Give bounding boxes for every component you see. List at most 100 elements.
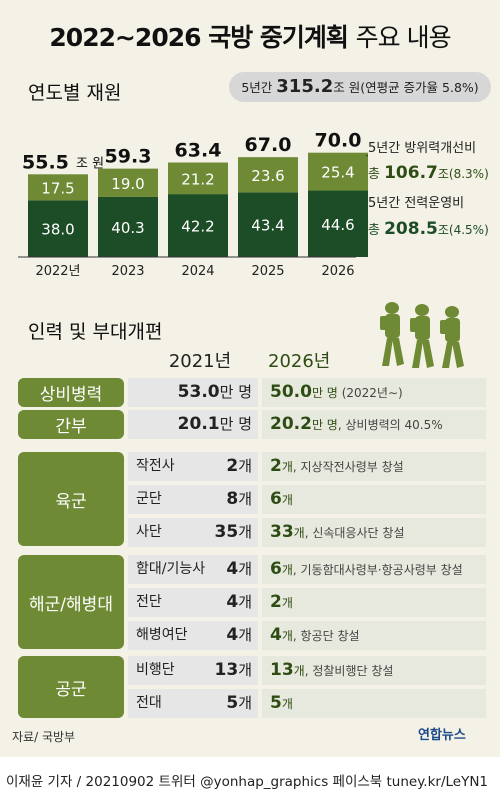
column-head-2026: 2026년 [268,351,331,372]
section-funding-heading: 연도별 재원 [28,82,122,104]
total-unit-label: 조 원 [76,156,104,171]
army-item-2-2021: 군단 8개 [128,485,258,514]
air-item-2-2021-value: 5 [226,693,239,713]
navy-item-2-2026: 2개 [262,588,486,617]
x-tick-4: 2026 [321,264,354,279]
air-item-1-2026-value: 13 [270,660,294,680]
army-item-3-2021-value: 35 [214,522,239,542]
label-operations-4: 44.6 [321,216,354,234]
annotation-improvement-prefix: 총 [368,167,384,182]
officers-2026: 20.2만 명, 상비병력의 40.5% [262,410,486,439]
footer-bar: 이재윤 기자 / 20210902 트위터 @yonhap_graphics 페… [0,757,500,803]
air-item-2-2026-value: 5 [270,693,282,713]
bar-operations-0 [28,200,88,257]
annotation-operations-prefix: 총 [368,223,384,238]
category-officers: 간부 [18,410,124,439]
page-title: 2022∼2026 국방 중기계획 주요 내용 [0,18,500,54]
annotation-operations-suffix: 조(4.5%) [438,223,489,237]
title-band [0,0,500,68]
total-label-1: 59.3 [105,146,152,168]
bar-operations-4 [308,190,368,257]
army-item-3-2026-unit: 개 [293,526,305,540]
label-improvement-1: 19.0 [111,175,144,193]
air-item-2-2021-unit: 개 [238,694,252,712]
footer-credit: 이재윤 기자 / 20210902 트위터 @yonhap_graphics 페… [6,774,489,790]
air-item-1-2021: 비행단 13개 [128,656,258,685]
label-improvement-4: 25.4 [321,164,354,182]
bar-operations-1 [98,196,158,257]
navy-item-1-2026: 6개, 기동함대사령부·항공사령부 창설 [262,555,486,584]
army-item-2-2021-value: 8 [226,489,239,509]
bar-improvement-1 [98,168,158,197]
x-tick-0: 2022년 [35,264,80,279]
total-label-3: 67.0 [245,134,292,156]
bar-operations-2 [168,194,228,257]
bar-improvement-4 [308,152,368,191]
navy-item-3-2021-unit: 개 [238,626,252,644]
army-item-3-2026: 33개, 신속대응사단 창설 [262,518,486,547]
navy-item-1-2026-value: 6 [270,559,282,579]
bar-improvement-3 [238,157,298,193]
air-item-1-2026-unit: 개 [293,664,305,678]
army-item-3-2021-unit: 개 [238,523,252,541]
active-duty-2026-value: 50.0 [270,382,312,402]
active-duty-2021: 53.0만 명 [128,378,258,407]
annotation-improvement-title: 5년간 방위력개선비 [368,141,476,156]
army-item-3-2021: 사단 35개 [128,518,258,547]
category-active-duty: 상비병력 [18,378,124,407]
air-item-2-name: 전대 [136,695,162,711]
army-item-2-2026-unit: 개 [281,493,293,507]
annotation-operations-title: 5년간 전력운영비 [368,196,464,211]
officers-2021-unit: 만 명 [219,415,252,433]
summary-pill: 5년간 315.2조 원(연평균 증가율 5.8%) [229,72,491,102]
x-tick-3: 2025 [251,264,284,279]
navy-item-2-2026-unit: 개 [281,596,293,610]
army-item-1-2026-unit: 개 [281,460,293,474]
navy-item-2-2021-unit: 개 [238,593,252,611]
annotation-operations-total: 총 208.5조(4.5%) [368,219,489,239]
navy-item-3-2026-value: 4 [270,625,282,645]
army-item-1-2021: 작전사 2개 [128,452,258,481]
navy-item-2-2021: 전단 4개 [128,588,258,617]
label-improvement-3: 23.6 [251,167,284,185]
army-item-2-2021-unit: 개 [238,490,252,508]
army-item-2-name: 군단 [136,491,162,507]
summary-prefix: 5년간 [241,80,273,95]
label-operations-2: 42.2 [181,218,214,236]
air-item-1-2021-value: 13 [214,660,239,680]
army-item-1-2026-note: , 지상작전사령부 창설 [292,460,404,474]
active-duty-2021-unit: 만 명 [219,383,252,401]
officers-2021: 20.1만 명 [128,410,258,439]
air-item-1-name: 비행단 [136,662,175,678]
air-item-1-2026: 13개, 정찰비행단 창설 [262,656,486,685]
navy-item-1-2021-unit: 개 [238,560,252,578]
x-tick-2: 2024 [181,264,214,279]
annotation-improvement-total: 총 106.7조(8.3%) [368,163,489,183]
navy-item-2-name: 전단 [136,594,162,610]
army-item-1-2026-value: 2 [270,456,282,476]
bar-improvement-0 [28,174,88,201]
air-item-2-2026-unit: 개 [281,697,293,711]
navy-item-2-2026-value: 2 [270,592,282,612]
active-duty-2026: 50.0만 명 (2022년∼) [262,378,486,407]
annotation-operations-value: 208.5 [384,219,438,239]
army-item-1-2021-value: 2 [226,456,239,476]
navy-item-1-2021-value: 4 [226,559,239,579]
army-item-1-2021-unit: 개 [238,457,252,475]
army-item-1-2026: 2개, 지상작전사령부 창설 [262,452,486,481]
navy-item-1-2021: 함대/기능사 4개 [128,555,258,584]
label-operations-0: 38.0 [41,221,74,239]
title-light: 주요 내용 [355,23,452,52]
officers-2021-value: 20.1 [177,414,220,434]
annotation-improvement-value: 106.7 [384,163,438,183]
navy-item-3-2021-value: 4 [226,625,239,645]
navy-item-1-2026-unit: 개 [281,563,293,577]
column-head-2021: 2021년 [168,351,232,372]
total-label-2: 63.4 [175,140,222,162]
category-army: 육군 [18,452,124,546]
label-improvement-2: 21.2 [181,170,214,188]
air-item-1-2021-unit: 개 [238,661,252,679]
navy-item-1-name: 함대/기능사 [136,561,206,577]
army-item-2-2026-value: 6 [270,489,282,509]
